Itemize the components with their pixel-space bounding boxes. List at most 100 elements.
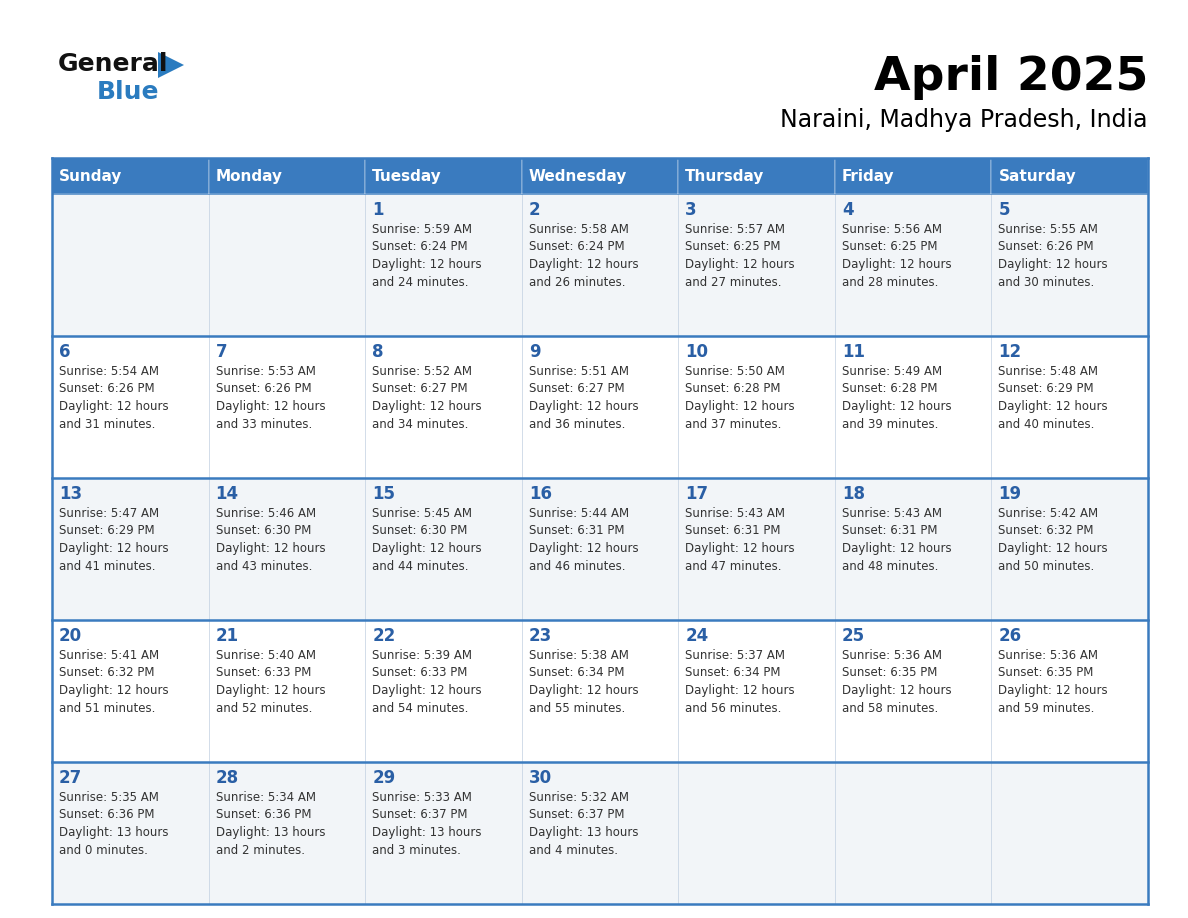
Text: Sunset: 6:25 PM: Sunset: 6:25 PM	[685, 241, 781, 253]
Text: Sunset: 6:34 PM: Sunset: 6:34 PM	[529, 666, 624, 679]
Text: Sunrise: 5:52 AM: Sunrise: 5:52 AM	[372, 365, 472, 378]
Text: Daylight: 12 hours: Daylight: 12 hours	[842, 684, 952, 697]
Bar	[835, 620, 992, 762]
Text: and 28 minutes.: and 28 minutes.	[842, 275, 939, 288]
Bar	[835, 336, 992, 478]
Bar	[52, 158, 209, 194]
Text: Sunset: 6:27 PM: Sunset: 6:27 PM	[372, 383, 468, 396]
Text: April 2025: April 2025	[873, 55, 1148, 100]
Text: Sunrise: 5:56 AM: Sunrise: 5:56 AM	[842, 223, 942, 236]
Text: 21: 21	[215, 627, 239, 645]
Bar	[209, 620, 365, 762]
Text: 20: 20	[59, 627, 82, 645]
Text: Sunset: 6:36 PM: Sunset: 6:36 PM	[215, 809, 311, 822]
Bar	[209, 194, 365, 336]
Text: and 4 minutes.: and 4 minutes.	[529, 844, 618, 856]
Text: 7: 7	[215, 343, 227, 361]
Bar	[522, 158, 678, 194]
Text: Sunrise: 5:41 AM: Sunrise: 5:41 AM	[59, 649, 159, 662]
Text: and 40 minutes.: and 40 minutes.	[998, 418, 1095, 431]
Text: 24: 24	[685, 627, 708, 645]
Bar	[522, 336, 678, 478]
Text: and 3 minutes.: and 3 minutes.	[372, 844, 461, 856]
Text: Daylight: 12 hours: Daylight: 12 hours	[529, 258, 638, 271]
Text: Daylight: 12 hours: Daylight: 12 hours	[685, 258, 795, 271]
Text: Friday: Friday	[842, 169, 895, 184]
Bar	[209, 762, 365, 904]
Text: Sunrise: 5:57 AM: Sunrise: 5:57 AM	[685, 223, 785, 236]
Text: and 34 minutes.: and 34 minutes.	[372, 418, 468, 431]
Text: 10: 10	[685, 343, 708, 361]
Bar	[52, 194, 209, 336]
Bar	[209, 336, 365, 478]
Text: Sunset: 6:26 PM: Sunset: 6:26 PM	[59, 383, 154, 396]
Text: Sunrise: 5:58 AM: Sunrise: 5:58 AM	[529, 223, 628, 236]
Text: 13: 13	[59, 485, 82, 503]
Bar	[992, 478, 1148, 620]
Text: and 56 minutes.: and 56 minutes.	[685, 701, 782, 714]
Text: Daylight: 12 hours: Daylight: 12 hours	[529, 400, 638, 413]
Text: and 55 minutes.: and 55 minutes.	[529, 701, 625, 714]
Bar	[678, 478, 835, 620]
Text: and 48 minutes.: and 48 minutes.	[842, 559, 939, 573]
Text: Sunrise: 5:33 AM: Sunrise: 5:33 AM	[372, 791, 472, 804]
Text: Sunset: 6:28 PM: Sunset: 6:28 PM	[842, 383, 937, 396]
Text: and 43 minutes.: and 43 minutes.	[215, 559, 312, 573]
Text: Daylight: 13 hours: Daylight: 13 hours	[215, 826, 326, 839]
Text: 26: 26	[998, 627, 1022, 645]
Text: Sunset: 6:27 PM: Sunset: 6:27 PM	[529, 383, 625, 396]
Text: Wednesday: Wednesday	[529, 169, 627, 184]
Text: Sunrise: 5:50 AM: Sunrise: 5:50 AM	[685, 365, 785, 378]
Text: Sunset: 6:33 PM: Sunset: 6:33 PM	[372, 666, 468, 679]
Text: Blue: Blue	[97, 80, 159, 104]
Text: Sunset: 6:31 PM: Sunset: 6:31 PM	[842, 524, 937, 538]
Bar	[835, 762, 992, 904]
Bar	[209, 478, 365, 620]
Text: and 50 minutes.: and 50 minutes.	[998, 559, 1094, 573]
Text: 14: 14	[215, 485, 239, 503]
Text: Daylight: 13 hours: Daylight: 13 hours	[372, 826, 481, 839]
Text: Sunrise: 5:43 AM: Sunrise: 5:43 AM	[842, 507, 942, 520]
Text: Sunset: 6:34 PM: Sunset: 6:34 PM	[685, 666, 781, 679]
Text: Sunrise: 5:53 AM: Sunrise: 5:53 AM	[215, 365, 316, 378]
Text: and 33 minutes.: and 33 minutes.	[215, 418, 311, 431]
Text: Sunset: 6:24 PM: Sunset: 6:24 PM	[529, 241, 625, 253]
Text: and 54 minutes.: and 54 minutes.	[372, 701, 468, 714]
Text: 16: 16	[529, 485, 551, 503]
Text: Sunset: 6:31 PM: Sunset: 6:31 PM	[685, 524, 781, 538]
Text: and 27 minutes.: and 27 minutes.	[685, 275, 782, 288]
Text: Daylight: 12 hours: Daylight: 12 hours	[842, 258, 952, 271]
Text: Sunrise: 5:38 AM: Sunrise: 5:38 AM	[529, 649, 628, 662]
Text: 29: 29	[372, 769, 396, 787]
Bar	[522, 478, 678, 620]
Text: Saturday: Saturday	[998, 169, 1076, 184]
Polygon shape	[158, 52, 184, 78]
Text: 5: 5	[998, 201, 1010, 219]
Bar	[992, 762, 1148, 904]
Text: Monday: Monday	[215, 169, 283, 184]
Text: 2: 2	[529, 201, 541, 219]
Bar	[522, 620, 678, 762]
Text: Sunrise: 5:40 AM: Sunrise: 5:40 AM	[215, 649, 316, 662]
Text: Sunset: 6:26 PM: Sunset: 6:26 PM	[998, 241, 1094, 253]
Text: and 31 minutes.: and 31 minutes.	[59, 418, 156, 431]
Text: and 41 minutes.: and 41 minutes.	[59, 559, 156, 573]
Bar	[992, 620, 1148, 762]
Bar	[52, 336, 209, 478]
Bar	[678, 194, 835, 336]
Text: and 0 minutes.: and 0 minutes.	[59, 844, 147, 856]
Bar	[678, 336, 835, 478]
Text: 18: 18	[842, 485, 865, 503]
Text: 11: 11	[842, 343, 865, 361]
Text: Daylight: 12 hours: Daylight: 12 hours	[372, 542, 482, 555]
Text: and 52 minutes.: and 52 minutes.	[215, 701, 312, 714]
Text: Sunday: Sunday	[59, 169, 122, 184]
Text: Daylight: 12 hours: Daylight: 12 hours	[59, 684, 169, 697]
Text: Sunrise: 5:48 AM: Sunrise: 5:48 AM	[998, 365, 1099, 378]
Text: Daylight: 12 hours: Daylight: 12 hours	[372, 400, 482, 413]
Text: 23: 23	[529, 627, 552, 645]
Text: Daylight: 12 hours: Daylight: 12 hours	[529, 684, 638, 697]
Text: Sunset: 6:30 PM: Sunset: 6:30 PM	[372, 524, 468, 538]
Text: Sunrise: 5:42 AM: Sunrise: 5:42 AM	[998, 507, 1099, 520]
Text: and 58 minutes.: and 58 minutes.	[842, 701, 939, 714]
